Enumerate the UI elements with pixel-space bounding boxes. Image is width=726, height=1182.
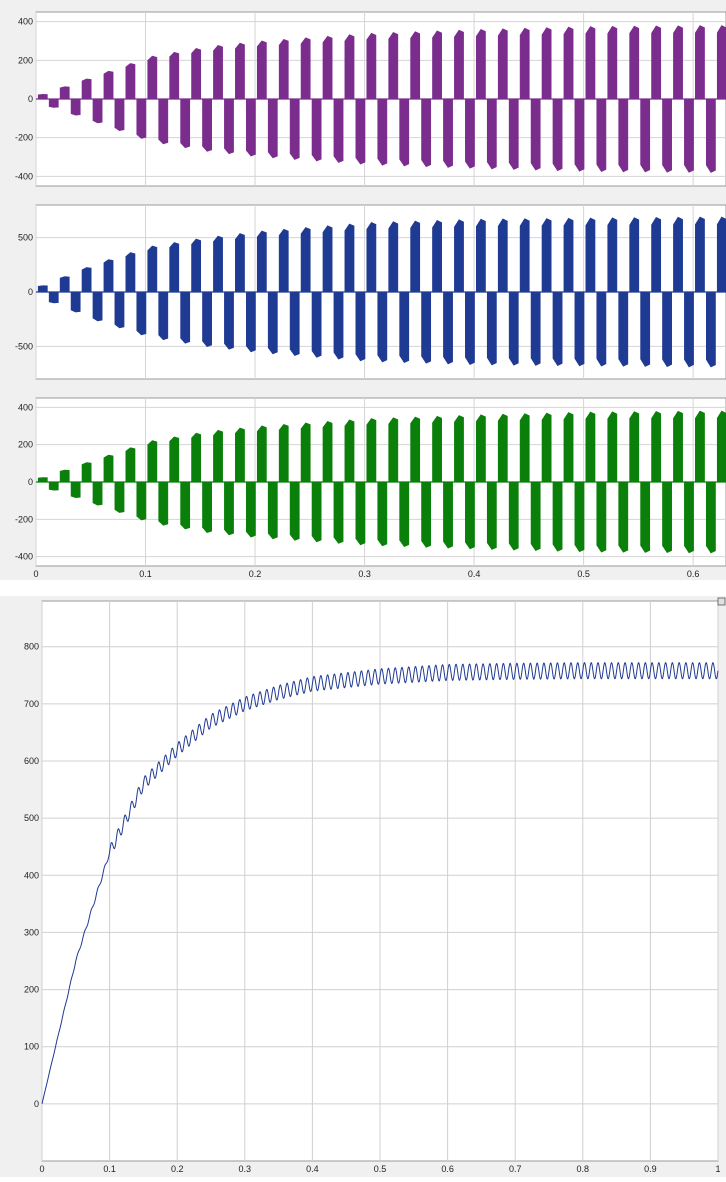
y-tick-label: 300 — [24, 927, 39, 937]
x-tick-label: 0 — [33, 569, 38, 579]
expand-icon — [717, 597, 726, 606]
plot-dc-voltage: 800 700 600 500 400 300 200 100 0 0 0.1 0.2 0.3 0.4 0.… — [24, 600, 721, 1174]
y-tick-label: -500 — [15, 341, 33, 351]
y-tick-label: 100 — [24, 1042, 39, 1052]
x-tick-label: 1 — [715, 1164, 720, 1174]
x-tick-label: 0 — [39, 1164, 44, 1174]
dc-voltage-figure: 800 700 600 500 400 300 200 100 0 0 0.1 0.2 0.3 0.4 0.… — [0, 596, 726, 1177]
y-tick-label: 500 — [18, 233, 33, 243]
y-tick-label: -400 — [15, 171, 33, 181]
y-tick-label: 700 — [24, 699, 39, 709]
x-tick-label: 0.1 — [103, 1164, 116, 1174]
y-tick-label: 500 — [24, 813, 39, 823]
x-tick-label: 0.6 — [441, 1164, 454, 1174]
x-tick-label: 0.4 — [306, 1164, 319, 1174]
plot-phase-a: 400 200 0 -200 -400 — [15, 11, 726, 187]
x-tick-label: 0.6 — [687, 569, 700, 579]
x-tick-label: 0.3 — [239, 1164, 252, 1174]
x-tick-label: 0.2 — [249, 569, 262, 579]
y-tick-label: -200 — [15, 133, 33, 143]
y-tick-label: 0 — [28, 94, 33, 104]
y-tick-label: 800 — [24, 642, 39, 652]
y-tick-label: 400 — [24, 870, 39, 880]
three-phase-figure: 400 200 0 -200 -400 500 0 -500 400 200 0 -200 -400 0 0… — [0, 0, 726, 580]
x-tick-label: 0.9 — [644, 1164, 657, 1174]
x-tick-label: 0.1 — [139, 569, 152, 579]
y-tick-label: 200 — [18, 55, 33, 65]
x-tick-label: 0.5 — [374, 1164, 387, 1174]
x-tick-label: 0.8 — [577, 1164, 590, 1174]
y-tick-label: -400 — [15, 552, 33, 562]
y-tick-label: 200 — [18, 440, 33, 450]
y-tick-label: 0 — [28, 477, 33, 487]
y-tick-label: 200 — [24, 985, 39, 995]
x-tick-label: 0.5 — [577, 569, 590, 579]
x-tick-label: 0.3 — [358, 569, 371, 579]
y-tick-label: -200 — [15, 514, 33, 524]
plot-phase-b: 500 0 -500 — [15, 204, 726, 380]
x-tick-label: 0.2 — [171, 1164, 184, 1174]
x-tick-label: 0.7 — [509, 1164, 522, 1174]
dc-voltage-series — [41, 662, 719, 1104]
y-tick-label: 400 — [18, 17, 33, 27]
y-tick-label: 400 — [18, 402, 33, 412]
y-tick-label: 600 — [24, 756, 39, 766]
dc-voltage-plot: 800 700 600 500 400 300 200 100 0 0 0.1 0.2 0.3 0.4 0.… — [24, 597, 726, 1174]
y-tick-label: 0 — [28, 287, 33, 297]
y-tick-label: 0 — [34, 1099, 39, 1109]
x-tick-label: 0.4 — [468, 569, 481, 579]
